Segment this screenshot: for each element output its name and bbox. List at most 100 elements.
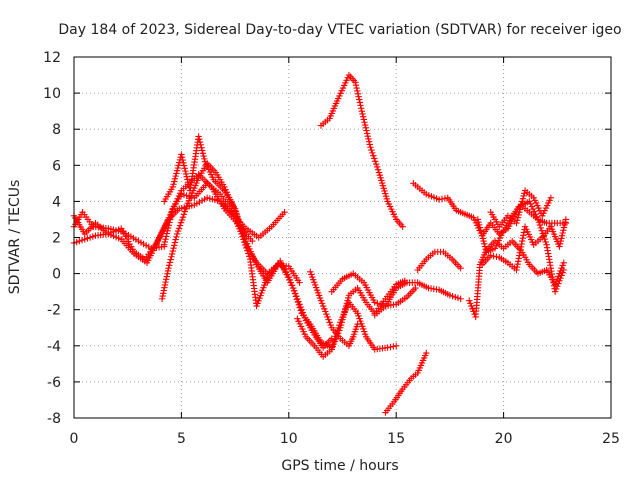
data-point	[197, 141, 204, 149]
data-point	[177, 219, 185, 226]
data-point	[556, 243, 563, 250]
data-point	[374, 300, 381, 307]
data-point	[368, 146, 375, 154]
data-point	[235, 216, 242, 223]
data-point	[515, 258, 522, 265]
plot-border	[73, 56, 612, 419]
data-point	[393, 342, 400, 349]
data-point	[359, 113, 367, 120]
data-point	[239, 230, 246, 237]
data-point	[299, 309, 306, 316]
series-track-18	[487, 187, 555, 230]
data-point	[84, 235, 91, 242]
data-point	[387, 343, 394, 351]
data-point	[517, 246, 524, 253]
data-point	[173, 233, 180, 240]
data-point	[520, 192, 527, 200]
data-point	[354, 320, 361, 328]
data-point	[514, 214, 522, 221]
data-point	[363, 130, 371, 137]
data-point	[519, 235, 526, 242]
data-point	[234, 213, 241, 221]
data-point	[513, 266, 520, 274]
data-point	[469, 305, 476, 312]
data-point	[181, 208, 189, 215]
data-point	[162, 233, 170, 240]
data-point	[559, 262, 566, 269]
data-point	[240, 235, 248, 243]
data-point	[232, 208, 240, 215]
data-point	[457, 264, 464, 272]
data-point	[249, 237, 256, 245]
data-point	[180, 162, 188, 169]
data-point	[231, 205, 239, 212]
data-point	[327, 321, 334, 329]
data-point	[173, 167, 181, 174]
data-point	[294, 295, 301, 303]
data-point	[435, 196, 443, 203]
data-point	[76, 237, 83, 245]
data-point	[178, 151, 185, 158]
data-point	[360, 116, 368, 123]
data-point	[560, 266, 567, 274]
data-point	[338, 319, 345, 326]
data-point	[295, 298, 302, 305]
data-point	[166, 262, 173, 269]
data-point	[169, 247, 177, 255]
data-point	[337, 321, 345, 329]
data-point	[538, 227, 545, 234]
data-point	[169, 183, 177, 191]
y-tick-label: -2	[47, 303, 61, 319]
data-point	[490, 252, 497, 260]
data-point	[493, 253, 500, 260]
data-point	[178, 216, 186, 224]
data-point	[369, 149, 376, 157]
data-point	[289, 284, 297, 292]
data-point	[180, 211, 188, 218]
data-point	[476, 224, 484, 231]
data-point	[560, 227, 567, 234]
data-point	[196, 136, 203, 143]
data-point	[290, 287, 298, 294]
data-point	[296, 279, 303, 286]
grid-lines	[74, 57, 611, 418]
data-point	[329, 343, 337, 350]
data-point	[481, 243, 489, 250]
data-point	[174, 227, 182, 235]
data-point	[370, 152, 377, 159]
data-point	[288, 282, 296, 289]
series-track-17	[478, 216, 570, 274]
data-point	[292, 290, 299, 297]
data-point	[481, 240, 488, 248]
data-point	[281, 209, 288, 216]
data-point	[515, 255, 522, 262]
data-point	[519, 195, 527, 202]
data-point	[168, 210, 175, 218]
data-point	[557, 274, 564, 282]
data-point	[195, 133, 202, 140]
data-point	[553, 285, 560, 293]
data-point	[162, 235, 169, 243]
data-point	[293, 292, 300, 300]
data-point	[454, 294, 462, 302]
x-tick-label: 5	[177, 431, 186, 447]
data-point	[480, 237, 487, 245]
y-tick-label: 6	[52, 158, 61, 174]
data-point	[513, 263, 521, 271]
data-point	[371, 158, 379, 165]
y-tick-label: 8	[52, 122, 61, 138]
data-point	[519, 198, 526, 205]
data-point	[180, 159, 187, 167]
data-point	[161, 238, 169, 246]
data-point	[441, 195, 449, 202]
series-track-11	[317, 71, 406, 230]
data-point	[176, 222, 184, 229]
data-point	[339, 316, 346, 323]
data-point	[285, 274, 292, 281]
y-tick-label: 4	[52, 194, 61, 210]
data-point	[556, 277, 563, 285]
data-point	[364, 132, 371, 140]
data-point	[487, 252, 494, 259]
data-point	[560, 224, 568, 231]
data-point	[558, 235, 565, 242]
